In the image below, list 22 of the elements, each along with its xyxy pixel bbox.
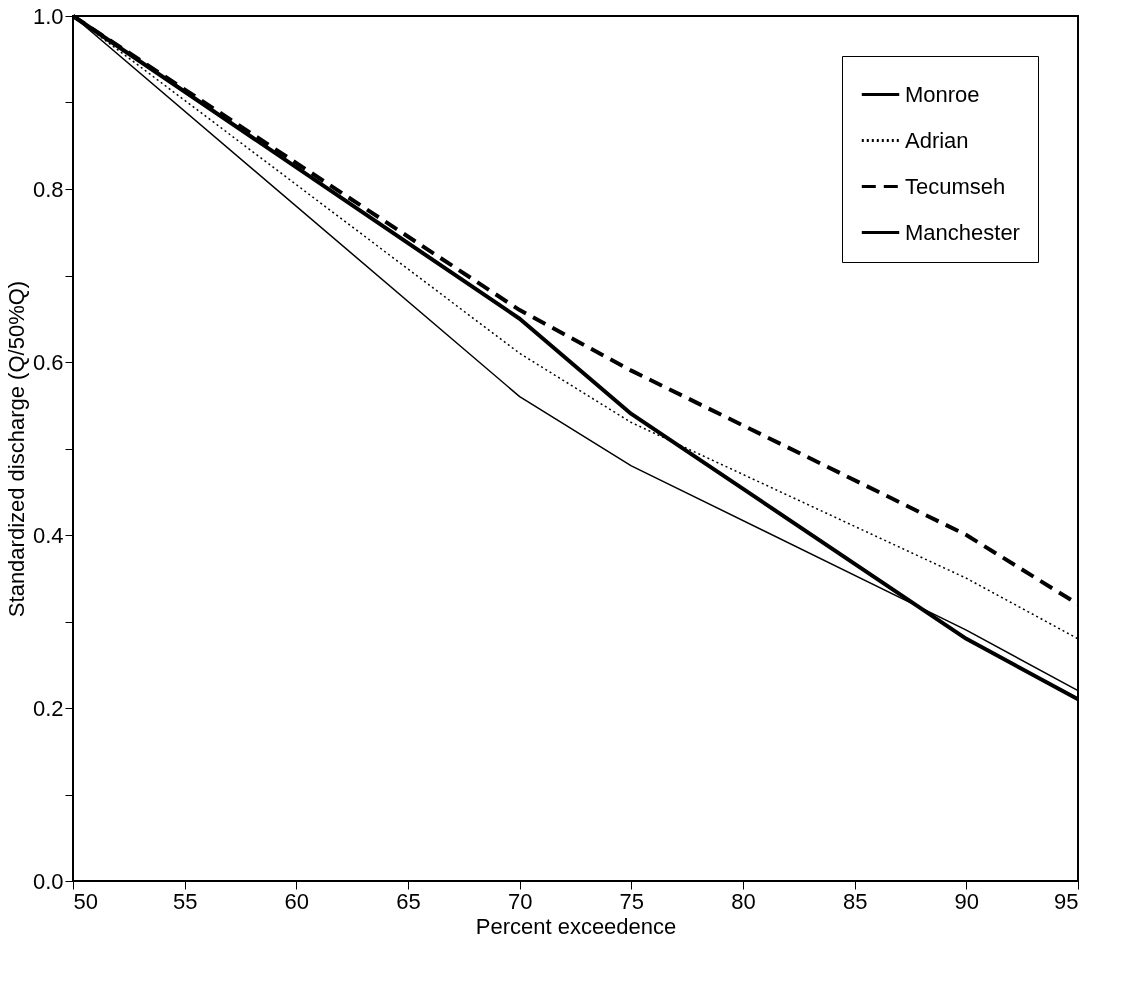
- x-tick-label: 60: [284, 888, 310, 914]
- x-tick-label: 80: [731, 888, 756, 914]
- y-tick-label: 0.8: [32, 176, 64, 202]
- legend-label: Adrian: [905, 127, 969, 153]
- x-tick-label: 75: [619, 888, 645, 914]
- y-tick-label: 0.6: [32, 349, 64, 375]
- y-axis-title: Standardized discharge (Q/50%Q): [3, 280, 29, 618]
- x-tick-label: 70: [507, 888, 533, 914]
- x-tick-label: 55: [172, 888, 198, 914]
- y-tick-label: 0.4: [32, 522, 64, 548]
- legend-label: Tecumseh: [905, 173, 1006, 199]
- y-tick-label: 0.0: [32, 868, 64, 894]
- x-tick-label: 95: [1054, 888, 1079, 914]
- y-tick-label: 0.2: [32, 695, 64, 721]
- x-tick-label: 90: [954, 888, 980, 914]
- x-tick-label: 85: [842, 888, 868, 914]
- x-tick-label: 50: [73, 888, 98, 914]
- x-tick-label: 65: [396, 888, 421, 914]
- legend-label: Monroe: [905, 81, 980, 107]
- x-axis-title: Percent exceedence: [475, 913, 677, 939]
- legend-label: Manchester: [905, 219, 1020, 245]
- y-tick-label: 1.0: [32, 3, 64, 29]
